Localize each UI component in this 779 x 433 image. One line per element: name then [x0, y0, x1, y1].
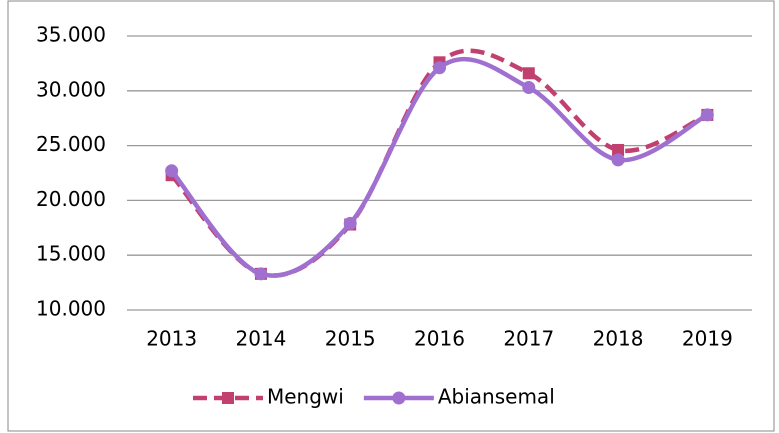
x-tick-label: 2019 — [682, 327, 733, 351]
series-marker — [522, 81, 536, 95]
series-marker — [343, 216, 357, 230]
legend-marker — [222, 392, 234, 404]
x-tick-label: 2018 — [593, 327, 644, 351]
legend-marker — [392, 391, 406, 405]
series-marker — [611, 153, 625, 167]
legend-label: Mengwi — [267, 385, 344, 409]
y-tick-label: 35.000 — [36, 23, 106, 47]
y-tick-label: 10.000 — [36, 297, 106, 321]
series-marker — [700, 108, 714, 122]
x-tick-label: 2015 — [325, 327, 376, 351]
x-tick-label: 2016 — [414, 327, 465, 351]
y-tick-label: 25.000 — [36, 132, 106, 156]
series-marker — [165, 164, 179, 178]
y-tick-label: 30.000 — [36, 77, 106, 101]
series-marker — [254, 267, 268, 281]
y-tick-label: 15.000 — [36, 242, 106, 266]
chart-frame — [7, 0, 775, 432]
series-marker — [522, 67, 535, 80]
x-tick-label: 2017 — [503, 327, 554, 351]
x-tick-label: 2014 — [235, 327, 286, 351]
series-marker — [612, 143, 625, 156]
legend-label: Abiansemal — [438, 385, 555, 409]
x-tick-label: 2013 — [146, 327, 197, 351]
series-marker — [433, 61, 446, 75]
y-tick-label: 20.000 — [36, 187, 106, 211]
